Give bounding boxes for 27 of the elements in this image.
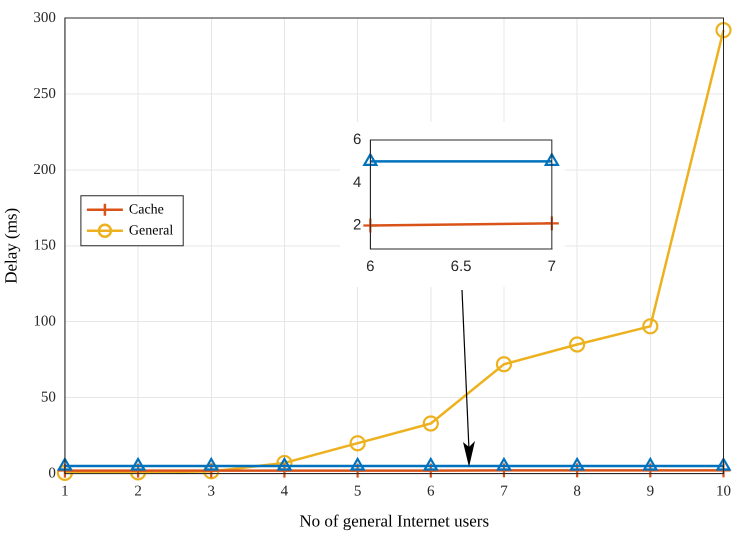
x-axis-title: No of general Internet users bbox=[299, 511, 490, 530]
x-tick-label: 5 bbox=[354, 484, 362, 500]
x-tick-label: 2 bbox=[134, 484, 142, 500]
x-tick-label: 1 bbox=[61, 484, 69, 500]
y-tick-label: 200 bbox=[33, 162, 56, 178]
legend-label: Cache bbox=[128, 202, 164, 218]
y-axis-title: Delay (ms) bbox=[2, 208, 21, 284]
y-tick-label: 150 bbox=[33, 238, 56, 254]
x-tick-label: 8 bbox=[573, 484, 581, 500]
y-tick-label: 6 bbox=[353, 131, 362, 148]
y-tick-label: 0 bbox=[48, 466, 56, 482]
x-tick-label: 10 bbox=[716, 484, 731, 500]
y-tick-label: 250 bbox=[33, 86, 56, 102]
x-tick-label: 7 bbox=[500, 484, 508, 500]
x-tick-label: 3 bbox=[208, 484, 216, 500]
x-tick-label: 9 bbox=[646, 484, 654, 500]
y-tick-label: 300 bbox=[33, 10, 56, 26]
y-tick-label: 2 bbox=[353, 216, 362, 234]
x-tick-label: 7 bbox=[548, 258, 556, 276]
x-tick-label: 6 bbox=[427, 484, 436, 500]
legend-label: General bbox=[128, 223, 174, 238]
y-tick-label: 50 bbox=[40, 390, 56, 406]
y-tick-label: 100 bbox=[33, 314, 56, 330]
y-tick-label: 4 bbox=[353, 174, 362, 191]
x-tick-label: 4 bbox=[280, 484, 289, 500]
x-tick-label: 6.5 bbox=[450, 258, 472, 276]
x-tick-label: 6 bbox=[366, 258, 375, 276]
